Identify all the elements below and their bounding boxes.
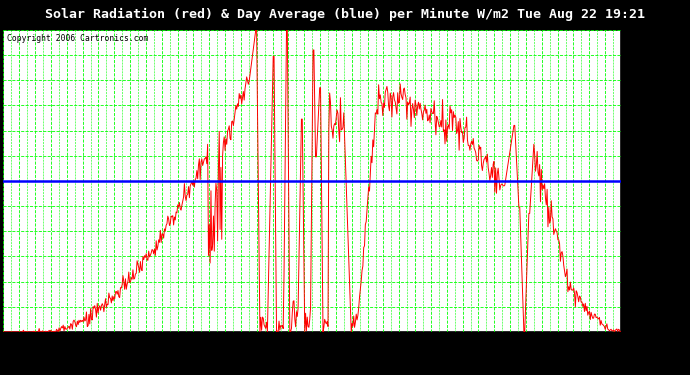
Text: Solar Radiation (red) & Day Average (blue) per Minute W/m2 Tue Aug 22 19:21: Solar Radiation (red) & Day Average (blu… (45, 8, 645, 21)
Text: Copyright 2006 Cartronics.com: Copyright 2006 Cartronics.com (6, 34, 148, 44)
